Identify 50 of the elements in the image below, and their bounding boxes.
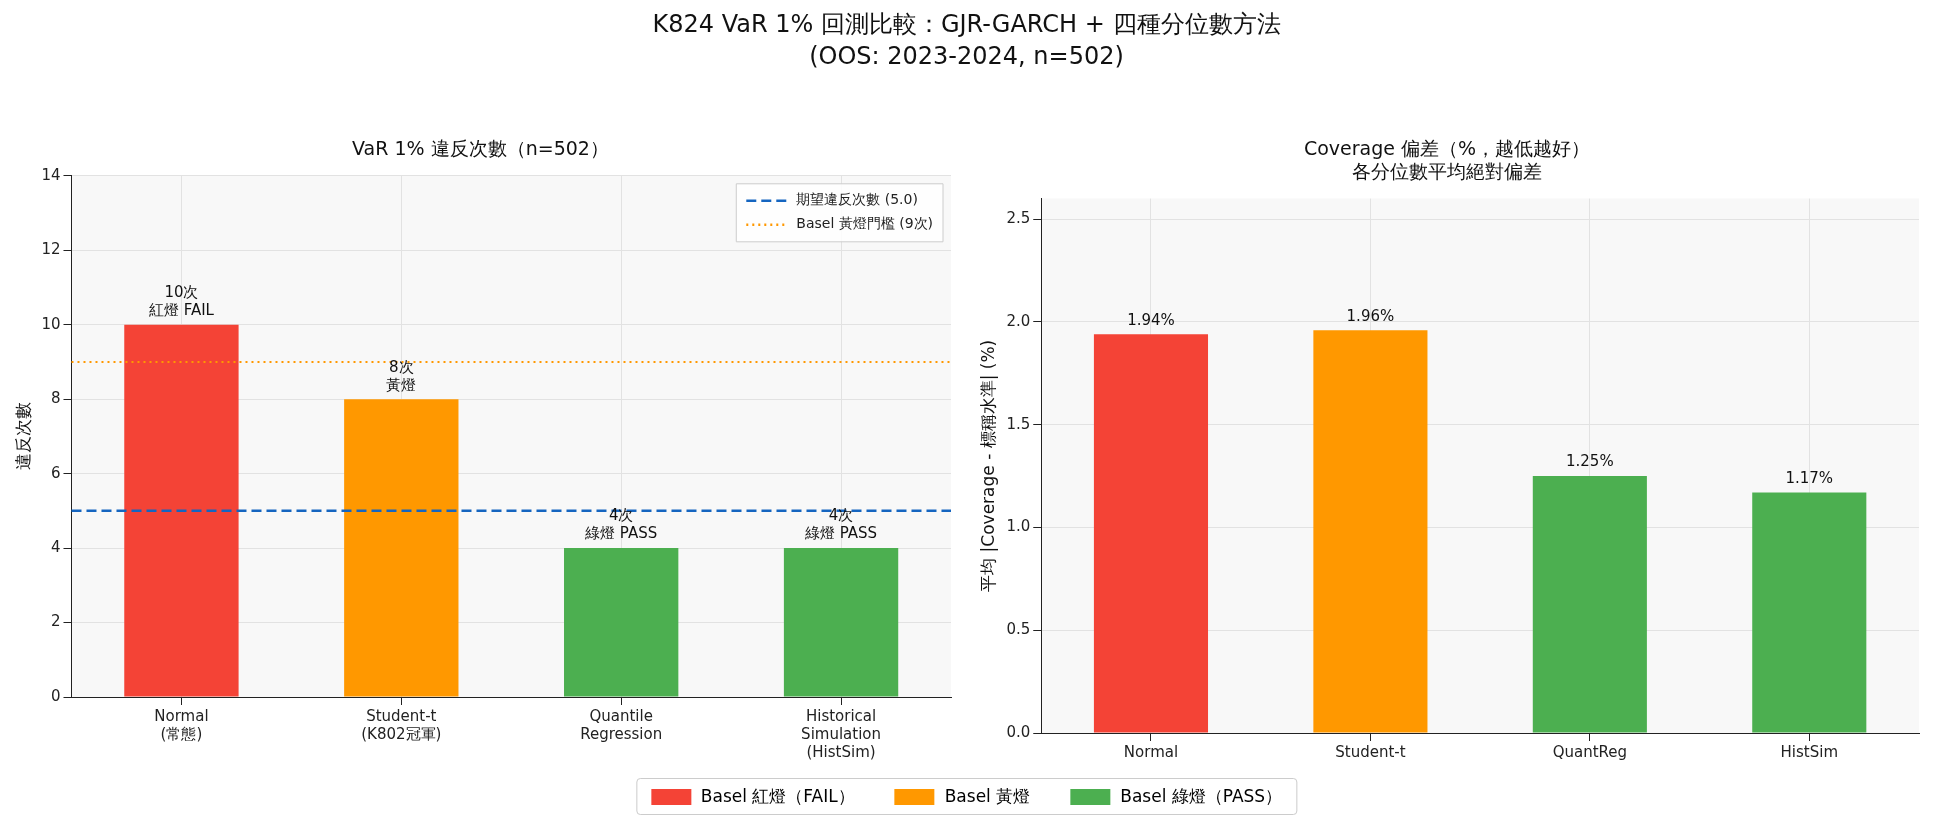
x-tick-label: Normal (常態) bbox=[154, 706, 209, 743]
x-tick-label: Student-t bbox=[1335, 742, 1406, 761]
x-tick-label: HistSim bbox=[1780, 742, 1839, 761]
chart-title: Coverage 偏差（%，越低越好） bbox=[1303, 137, 1591, 160]
bar bbox=[344, 399, 459, 697]
data-label: 1.94% bbox=[1127, 310, 1175, 329]
y-tick-label: 4 bbox=[50, 537, 61, 556]
y-tick-label: 12 bbox=[41, 240, 61, 259]
y-tick-label: 14 bbox=[41, 165, 61, 184]
y-axis-title: 違反次數 bbox=[12, 402, 33, 471]
bar bbox=[1752, 492, 1867, 733]
data-label: 10次紅燈 FAIL bbox=[148, 283, 215, 320]
legend-label: Basel 綠燈（PASS） bbox=[1120, 786, 1283, 806]
data-label: 4次綠燈 PASS bbox=[584, 506, 658, 543]
y-tick-label: 0.0 bbox=[1006, 722, 1031, 741]
bar bbox=[124, 324, 239, 697]
text: (OOS: 2023-2024, n=502) bbox=[808, 41, 1125, 72]
y-tick-label: 10 bbox=[41, 314, 61, 333]
bar bbox=[1532, 476, 1647, 733]
chart-subtitle: 各分位數平均絕對偏差 bbox=[1352, 160, 1542, 183]
text: K824 VaR 1% 回測比較：GJR-GARCH + 四種分位數方法 bbox=[651, 9, 1282, 40]
x-tick-label: Student-t (K802冠軍) bbox=[361, 706, 442, 743]
y-tick-label: 8 bbox=[50, 389, 61, 408]
y-tick-label: 2.0 bbox=[1006, 311, 1031, 330]
legend-label: Basel 黃燈門檻 (9次) bbox=[796, 215, 934, 232]
x-tick-label: Normal bbox=[1123, 742, 1179, 761]
x-tick-label: Historical Simulation (HistSim) bbox=[801, 706, 882, 761]
legend-label: Basel 黃燈 bbox=[944, 786, 1031, 806]
y-tick-label: 1.0 bbox=[1006, 517, 1031, 536]
data-label: 8次黃燈 bbox=[386, 357, 417, 394]
y-tick-label: 1.5 bbox=[1006, 414, 1031, 433]
y-tick-label: 2 bbox=[50, 612, 61, 631]
y-tick-label: 6 bbox=[50, 463, 61, 482]
data-label: 1.17% bbox=[1785, 468, 1834, 487]
data-label: 1.25% bbox=[1566, 452, 1614, 471]
y-tick-label: 0 bbox=[50, 686, 61, 705]
legend-label: 期望違反次數 (5.0) bbox=[796, 191, 918, 208]
data-label: 4次綠燈 PASS bbox=[803, 506, 878, 543]
y-axis-title: 平均 |Coverage - 標稱水準| (%) bbox=[977, 339, 998, 592]
x-tick-label: Quantile Regression bbox=[580, 706, 663, 743]
bar bbox=[1093, 334, 1209, 733]
bar bbox=[783, 548, 899, 697]
bar bbox=[564, 548, 679, 697]
legend-label: Basel 紅燈（FAIL） bbox=[700, 786, 855, 806]
y-tick-label: 0.5 bbox=[1006, 620, 1031, 639]
y-tick-label: 2.5 bbox=[1006, 209, 1031, 228]
chart-title: VaR 1% 違反次數（n=502） bbox=[352, 137, 609, 160]
data-label: 1.96% bbox=[1346, 306, 1395, 325]
bar bbox=[1313, 330, 1428, 733]
x-tick-label: QuantReg bbox=[1552, 742, 1628, 761]
